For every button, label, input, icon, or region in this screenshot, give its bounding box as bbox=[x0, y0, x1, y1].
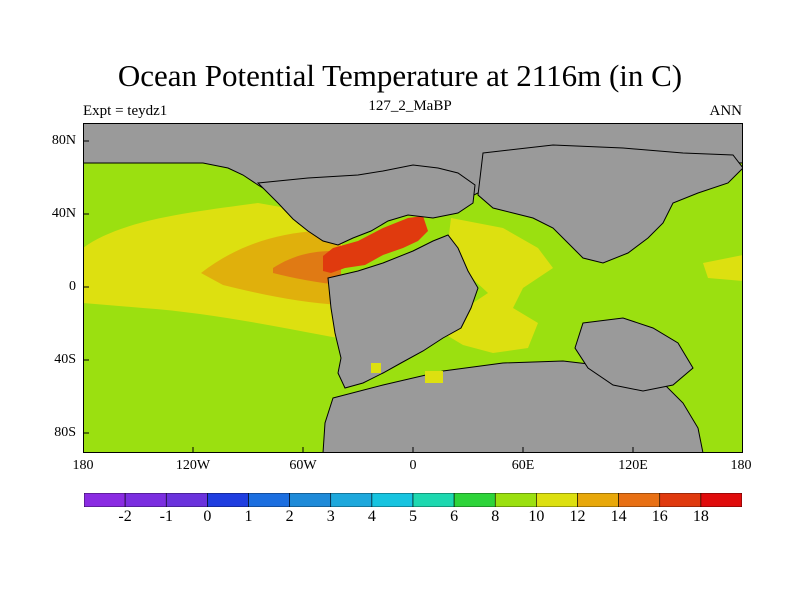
colorbar-swatch bbox=[577, 493, 619, 507]
colorbar-tick-label: 5 bbox=[409, 508, 417, 525]
tiny-10-12-patch bbox=[371, 363, 381, 373]
tethys-16-18-region bbox=[323, 216, 428, 273]
colorbar-tick-label: 1 bbox=[244, 508, 253, 525]
lon-label-120e: 120E bbox=[618, 458, 648, 473]
colorbar-swatch bbox=[248, 493, 290, 507]
colorbar-tick-label: 0 bbox=[203, 508, 212, 525]
lat-label-80n: 80N bbox=[51, 133, 76, 148]
colorbar-swatch bbox=[84, 493, 126, 507]
southern-continent-land bbox=[327, 234, 479, 389]
time-label: 127_2_MaBP bbox=[368, 98, 452, 114]
lon-label-0: 0 bbox=[409, 458, 417, 473]
colorbar-swatch bbox=[700, 493, 742, 507]
landmasses bbox=[83, 123, 743, 453]
colorbar-tick-label: 12 bbox=[569, 508, 586, 525]
colorbar-swatch bbox=[371, 493, 414, 507]
colorbar-swatch bbox=[330, 493, 373, 507]
map-title: Ocean Potential Temperature at 2116m (in… bbox=[117, 58, 683, 93]
lon-label-120w: 120W bbox=[175, 458, 211, 473]
colorbar-swatch bbox=[289, 493, 332, 507]
indian-10-12-region bbox=[443, 218, 553, 353]
colorbar-swatch bbox=[412, 493, 455, 507]
temperature-map bbox=[83, 123, 743, 453]
colorbar-swatch bbox=[536, 493, 578, 507]
season-label: ANN bbox=[709, 103, 743, 119]
lon-label-60e: 60E bbox=[511, 458, 535, 473]
colorbar-swatch bbox=[207, 493, 249, 507]
axis-ticks bbox=[83, 140, 634, 453]
lat-label-40n: 40N bbox=[51, 206, 76, 221]
colorbar-swatch bbox=[453, 493, 496, 507]
asia-land bbox=[477, 144, 743, 264]
colorbar-tick-label: 14 bbox=[610, 508, 627, 525]
lon-label-180e: 180 bbox=[730, 458, 752, 473]
colorbar-tick-label: 8 bbox=[491, 508, 500, 525]
colorbar-tick-label: 16 bbox=[651, 508, 668, 525]
lat-label-40s: 40S bbox=[54, 352, 76, 367]
colorbar-tick-label: -1 bbox=[159, 508, 173, 525]
colorbar-tick-label: 4 bbox=[367, 508, 376, 525]
lat-label-0: 0 bbox=[69, 279, 76, 294]
small-10-12-patch bbox=[425, 371, 443, 383]
colorbar bbox=[84, 493, 742, 507]
lon-label-180w: 180 bbox=[72, 458, 94, 473]
colorbar-swatch bbox=[659, 493, 702, 507]
colorbar-tick-label: 3 bbox=[326, 508, 335, 525]
colorbar-swatch bbox=[494, 493, 537, 507]
lat-label-80s: 80S bbox=[54, 425, 76, 440]
colorbar-tick-label: 10 bbox=[528, 508, 545, 525]
east-pacific-10-12-patch bbox=[703, 255, 743, 281]
colorbar-tick-label: 18 bbox=[692, 508, 709, 525]
laurasia-land bbox=[256, 164, 476, 246]
colorbar-swatch bbox=[618, 493, 661, 507]
colorbar-tick-label: -2 bbox=[118, 508, 132, 525]
colorbar-tick-label: 2 bbox=[285, 508, 294, 525]
colorbar-tick-label: 6 bbox=[450, 508, 459, 525]
experiment-label: Expt = teydz1 bbox=[83, 103, 168, 119]
colorbar-swatch bbox=[124, 493, 167, 507]
colorbar-swatch bbox=[165, 493, 208, 507]
pacific-12-14-region bbox=[201, 231, 341, 305]
australia-land bbox=[574, 317, 694, 392]
lon-label-60w: 60W bbox=[289, 458, 317, 473]
